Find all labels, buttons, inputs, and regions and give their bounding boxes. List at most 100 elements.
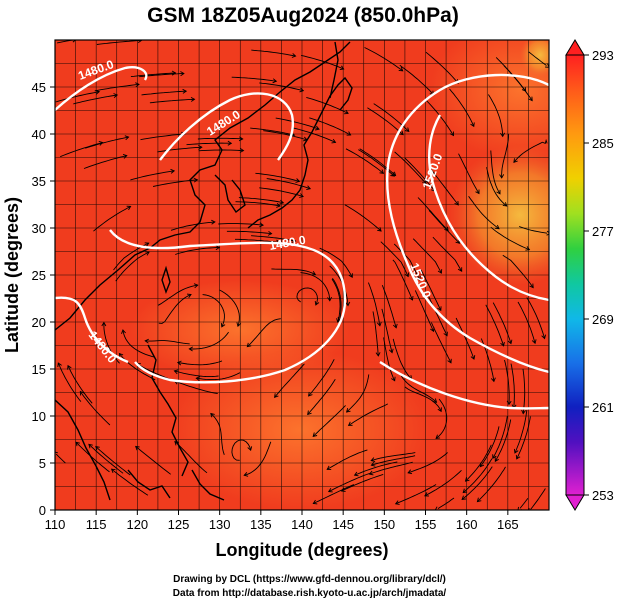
colorbar-tick-label: 293 [592, 48, 614, 63]
streamline-arrowhead [500, 341, 505, 347]
streamline-arrowhead [502, 202, 508, 207]
streamline-arrowhead [173, 369, 179, 375]
streamline-arrowhead [346, 131, 352, 136]
streamline [274, 363, 305, 398]
streamline [73, 94, 118, 105]
streamline-arrowhead [496, 189, 501, 195]
streamline-arrowhead [437, 306, 442, 312]
contour-1520-outer [427, 114, 549, 302]
streamline [424, 469, 462, 497]
streamline [461, 466, 493, 500]
geopotential-contours [55, 66, 549, 410]
streamline-arrowhead [118, 352, 124, 358]
streamline [122, 329, 156, 358]
colorbar-tick-label: 261 [592, 400, 614, 415]
streamline-arrowhead [124, 135, 130, 141]
streamline [432, 236, 463, 272]
streamline-arrowhead [121, 329, 126, 334]
chart-title: GSM 18Z05Aug2024 (850.0hPa) [147, 4, 459, 27]
y-tick-label: 0 [39, 503, 46, 518]
streamline-arrowhead [220, 322, 226, 328]
streamline [369, 461, 413, 475]
streamline-arrowhead [306, 185, 312, 191]
colorbar-top-arrow [565, 39, 585, 56]
streamline [404, 157, 436, 192]
warm-region [430, 40, 549, 160]
streamline-arrowhead [246, 342, 252, 348]
x-tick-label: 115 [86, 517, 107, 532]
streamline-arrowhead [227, 140, 233, 146]
streamline-arrowhead [347, 421, 353, 426]
streamline-arrowhead [494, 457, 499, 463]
streamline [430, 322, 452, 363]
x-axis: 110 115 120 125 130 135 140 145 150 155 160 165 [45, 510, 519, 532]
streamline [93, 206, 131, 232]
streamline [251, 49, 296, 57]
streamline-arrowhead [239, 148, 245, 153]
streamline [328, 472, 370, 493]
streamline-arrowhead [291, 53, 297, 58]
contour-label: 1480.0 [268, 233, 307, 253]
y-axis: 0 5 10 15 20 25 30 35 40 45 [32, 80, 55, 518]
x-tick-label: 145 [332, 517, 354, 532]
y-tick-label: 15 [32, 362, 46, 377]
streamline-arrowhead [95, 89, 101, 95]
streamline-arrowhead [377, 227, 382, 232]
colorbar: 293 285 277 269 261 253 [565, 39, 614, 511]
wind-streamlines [55, 40, 549, 510]
streamline [492, 302, 512, 344]
streamline [231, 76, 277, 82]
streamline [111, 468, 149, 496]
streamline [157, 146, 202, 153]
streamline [67, 365, 93, 404]
contour-1480-west [55, 296, 129, 364]
streamline [174, 370, 219, 378]
streamline-arrowhead [457, 267, 463, 272]
streamline-arrowhead [327, 487, 333, 493]
streamline [75, 441, 110, 473]
streamline [504, 359, 510, 405]
streamline [392, 338, 412, 380]
cool-region [520, 40, 549, 77]
streamline [468, 195, 500, 230]
streamline [177, 360, 223, 366]
streamline-arrowhead [407, 469, 413, 475]
streamline-arrowhead [528, 507, 530, 510]
streamline-arrowhead [312, 432, 318, 438]
contour-1480-central [109, 229, 347, 384]
streamline [235, 238, 280, 243]
streamline-arrowhead [513, 448, 519, 454]
colorbar-ticks: 293 285 277 269 261 253 [584, 48, 614, 503]
streamline [57, 362, 82, 402]
streamline [218, 223, 264, 226]
streamline-arrowhead [398, 66, 404, 72]
streamline-arrowhead [135, 445, 140, 451]
streamline-arrowhead [98, 140, 104, 146]
colorbar-gradient [565, 54, 585, 496]
streamline [393, 243, 421, 281]
streamline-arrowhead [170, 168, 176, 174]
streamline [300, 272, 331, 301]
streamline-arrowhead [443, 331, 448, 337]
streamline [516, 416, 531, 460]
streamline-arrowhead [193, 177, 199, 183]
streamline-arrowhead [376, 321, 382, 327]
streamline [307, 378, 336, 415]
x-tick-label: 135 [250, 517, 272, 532]
streamline [449, 88, 475, 127]
streamline [404, 386, 442, 412]
streamline-arrowhead [57, 362, 62, 368]
streamline [372, 311, 379, 356]
streamline [313, 484, 355, 504]
streamline-arrowhead [499, 174, 505, 179]
lat-lon-grid [55, 40, 549, 510]
streamline [526, 297, 546, 339]
streamline-arrowhead [391, 376, 396, 382]
streamline-arrowhead [299, 87, 305, 93]
streamline [341, 473, 384, 492]
x-tick-label: 165 [497, 517, 519, 532]
streamline-arrowhead [308, 391, 313, 397]
streamline [135, 446, 171, 475]
streamline-arrowhead [331, 138, 337, 144]
